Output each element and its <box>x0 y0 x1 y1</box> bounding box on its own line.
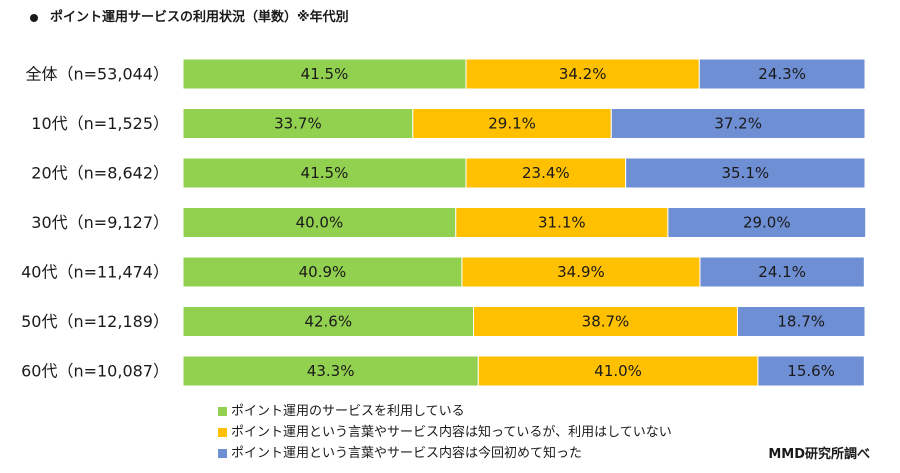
bullet-dot-icon <box>30 13 38 22</box>
legend-swatch-icon <box>218 428 227 437</box>
category-label: 40代（n=11,474） <box>21 263 169 282</box>
data-label: 24.1% <box>758 263 806 281</box>
data-label: 35.1% <box>721 164 769 182</box>
bar-segment <box>736 306 866 337</box>
bar-segment <box>182 58 467 90</box>
bar-segment <box>477 355 759 387</box>
chart-title-text: ポイント運用サービスの利用状況（単数）※年代別 <box>50 10 349 25</box>
category-label: 全体（n=53,044） <box>25 65 169 84</box>
legend-item: ポイント運用という言葉やサービス内容は今回初めて知った <box>218 443 672 464</box>
bar-segment <box>757 355 865 387</box>
data-label: 34.2% <box>559 65 607 83</box>
bar-segment <box>461 256 701 288</box>
data-label: 23.4% <box>522 164 570 182</box>
data-label: 31.1% <box>538 214 586 232</box>
data-label: 18.7% <box>777 313 825 331</box>
stacked-bar-chart: 全体（n=53,044） 41.5% 34.2% 24.3% 10代（n=1,525） 3… <box>21 58 867 387</box>
category-label: 10代（n=1,525） <box>31 114 169 133</box>
bar-segment <box>182 108 414 139</box>
category-label: 60代（n=10,087） <box>21 362 169 381</box>
bar-segment <box>698 58 866 90</box>
data-label: 29.1% <box>488 115 536 133</box>
bar-segment <box>699 256 865 288</box>
data-label: 33.7% <box>274 115 322 133</box>
category-label: 30代（n=9,127） <box>31 213 169 232</box>
data-label: 40.0% <box>296 214 344 232</box>
data-label: 24.3% <box>758 65 806 83</box>
bar-segment <box>182 306 475 337</box>
bar-segment <box>667 207 867 238</box>
legend-swatch-icon <box>218 407 227 416</box>
data-label: 41.0% <box>594 362 642 380</box>
legend-label: ポイント運用という言葉やサービス内容は今回初めて知った <box>231 446 583 461</box>
bar-segment <box>182 207 457 238</box>
data-label: 15.6% <box>787 362 835 380</box>
source-credit: MMD研究所調べ <box>768 447 870 462</box>
data-label: 29.0% <box>743 214 791 232</box>
bar-segment <box>610 108 866 139</box>
bar-segment <box>465 157 627 189</box>
legend-item: ポイント運用という言葉やサービス内容は知っているが、利用はしていない <box>218 422 672 443</box>
data-label: 41.5% <box>301 65 349 83</box>
bar-segment <box>473 306 738 337</box>
data-label: 41.5% <box>301 164 349 182</box>
data-label: 43.3% <box>307 362 355 380</box>
category-label: 50代（n=12,189） <box>21 312 169 331</box>
bar-segment <box>625 157 866 189</box>
bar-segment <box>465 58 700 90</box>
category-label: 20代（n=8,642） <box>31 164 169 183</box>
data-label: 38.7% <box>582 313 630 331</box>
legend-label: ポイント運用のサービスを利用している <box>231 404 465 419</box>
data-label: 34.9% <box>557 263 605 281</box>
bar-segment <box>455 207 669 238</box>
bar-segment <box>182 157 467 189</box>
data-label: 40.9% <box>299 263 347 281</box>
legend-label: ポイント運用という言葉やサービス内容は知っているが、利用はしていない <box>231 425 672 440</box>
legend: ポイント運用のサービスを利用しているポイント運用という言葉やサービス内容は知って… <box>218 401 672 464</box>
data-label: 37.2% <box>714 115 762 133</box>
legend-swatch-icon <box>218 449 227 458</box>
chart-title: ポイント運用サービスの利用状況（単数）※年代別 <box>30 6 349 25</box>
data-label: 42.6% <box>304 313 352 331</box>
legend-item: ポイント運用のサービスを利用している <box>218 401 672 422</box>
